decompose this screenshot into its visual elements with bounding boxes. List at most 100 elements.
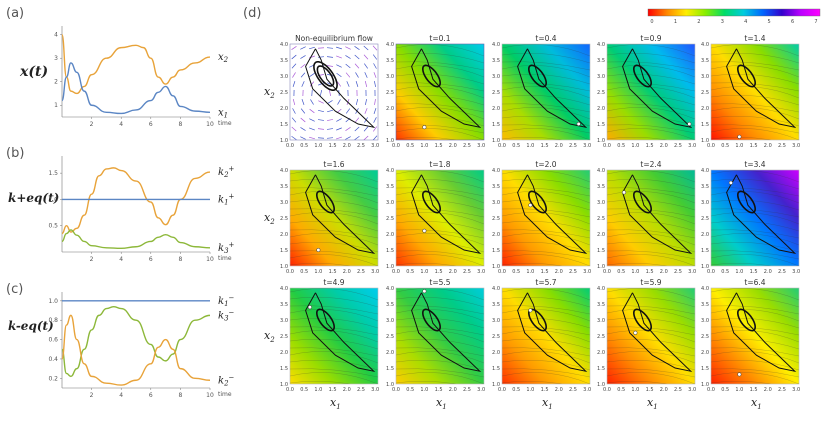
minimum-marker bbox=[737, 134, 742, 139]
trajectory bbox=[622, 48, 693, 129]
trajectory bbox=[517, 292, 588, 373]
y-tick-label: 1.5 bbox=[48, 170, 58, 177]
x-tick-label: 0.0 bbox=[498, 269, 506, 275]
flow-arrow bbox=[309, 46, 315, 50]
flow-arrow bbox=[354, 45, 360, 51]
y-tick-label: 4 bbox=[54, 32, 58, 39]
phase-panel-3: t=0.9 0.0 0.5 1.0 1.5 2.0 2.5 3.0 1.0 1.5 2.0 2.5 3.… bbox=[597, 34, 696, 149]
y-tick-label: 1.5 bbox=[386, 122, 394, 128]
x-tick-label: 1.5 bbox=[329, 387, 337, 393]
y-tick-label: 4.0 bbox=[701, 168, 709, 174]
series-label-k3-: k3− bbox=[218, 308, 235, 322]
series-label-x2: x2 bbox=[218, 52, 229, 64]
flow-streaks bbox=[502, 288, 590, 384]
flow-streak bbox=[607, 339, 695, 350]
panel-title: Non-equilibrium flow bbox=[295, 34, 373, 43]
plot-b-ylabel: k+eq(t) bbox=[8, 191, 59, 205]
flow-arrow bbox=[327, 109, 333, 113]
x-tick-label: 2.0 bbox=[343, 387, 351, 393]
y-tick-label: 4.0 bbox=[280, 286, 288, 292]
flow-arrow bbox=[291, 63, 297, 69]
flow-streak bbox=[607, 44, 695, 57]
flow-streak bbox=[502, 221, 590, 232]
y-tick-label: 2.5 bbox=[492, 216, 500, 222]
y-tick-label: 3.0 bbox=[597, 200, 605, 206]
flow-streak bbox=[290, 191, 378, 204]
x-tick-label: 0.0 bbox=[286, 143, 294, 149]
x-tick-label: 3.0 bbox=[371, 269, 379, 275]
x-tick-label: 1.5 bbox=[435, 269, 443, 275]
phase-panel-1: t=0.1 0.0 0.5 1.0 1.5 2.0 2.5 3.0 1.0 1.5 2.0 2.5 3.… bbox=[386, 34, 485, 149]
flow-streak bbox=[711, 254, 799, 266]
flow-streaks bbox=[711, 170, 799, 266]
flow-streak bbox=[396, 221, 484, 232]
flow-streak bbox=[502, 187, 590, 197]
y-tick-label: 3.0 bbox=[701, 200, 709, 206]
flow-streak bbox=[607, 200, 695, 211]
flow-streak bbox=[502, 103, 590, 113]
flow-streak bbox=[396, 53, 484, 64]
y-axis-label: x2 bbox=[264, 85, 275, 100]
flow-streak bbox=[502, 339, 590, 350]
flow-arrow bbox=[354, 126, 360, 132]
flow-arrow bbox=[292, 108, 296, 114]
y-tick-label: 2.0 bbox=[701, 350, 709, 356]
y-tick-label: 1.0 bbox=[701, 264, 709, 270]
flow-streak bbox=[711, 351, 799, 364]
flow-arrow bbox=[345, 46, 351, 50]
x-tick-label: 2.5 bbox=[778, 387, 786, 393]
flow-arrow bbox=[336, 81, 342, 87]
x-tick-label: 0.5 bbox=[300, 143, 308, 149]
colorbar-tick: 3 bbox=[721, 19, 724, 25]
x-tick-label: 6 bbox=[149, 256, 153, 263]
flow-streak bbox=[502, 200, 590, 211]
flow-streak bbox=[502, 254, 590, 266]
flow-streak bbox=[396, 368, 484, 378]
flow-streak bbox=[711, 187, 799, 197]
flow-arrow bbox=[310, 99, 314, 105]
flow-arrow bbox=[317, 47, 325, 49]
series-x2 bbox=[61, 34, 211, 95]
flow-streak bbox=[396, 65, 484, 78]
flow-streak bbox=[290, 250, 378, 260]
flow-arrow bbox=[327, 100, 333, 104]
flow-streak bbox=[502, 124, 590, 134]
flow-arrow bbox=[364, 63, 368, 69]
flow-streak bbox=[607, 229, 695, 239]
y-tick-label: 3.5 bbox=[280, 184, 288, 190]
flow-arrow bbox=[291, 126, 297, 132]
x-tick-label: 2.0 bbox=[764, 269, 772, 275]
y-tick-label: 2.5 bbox=[597, 334, 605, 340]
y-tick-label: 3.5 bbox=[597, 302, 605, 308]
limit-cycle bbox=[313, 61, 338, 91]
x-tick-label: 0.0 bbox=[392, 269, 400, 275]
y-tick-label: 3.5 bbox=[492, 302, 500, 308]
flow-streak bbox=[290, 372, 378, 384]
panel-title: t=6.4 bbox=[744, 278, 765, 287]
flow-streak bbox=[607, 187, 695, 197]
flow-streak bbox=[607, 65, 695, 78]
colorbar-tick: 0 bbox=[650, 19, 653, 25]
x-tick-label: 2.0 bbox=[343, 269, 351, 275]
x-tick-label: 2.0 bbox=[449, 269, 457, 275]
y-tick-label: 2.5 bbox=[597, 216, 605, 222]
x-tick-label: 1.0 bbox=[631, 269, 639, 275]
x-tick-label: 1.0 bbox=[420, 143, 428, 149]
x-axis-label: x1 bbox=[751, 396, 762, 411]
series-label-k2+: k2+ bbox=[218, 165, 235, 179]
panel-title: t=2.0 bbox=[535, 160, 556, 169]
flow-arrow bbox=[374, 98, 376, 106]
x-tick-label: 3.0 bbox=[688, 387, 696, 393]
limit-cycle bbox=[527, 190, 548, 214]
x-tick-label: 1.5 bbox=[435, 143, 443, 149]
flow-streak bbox=[711, 179, 799, 190]
flow-streak bbox=[396, 347, 484, 357]
y-tick-label: 4.0 bbox=[701, 42, 709, 48]
panel-label-b: (b) bbox=[6, 146, 24, 161]
flow-streak bbox=[607, 221, 695, 232]
x-axis-label: x1 bbox=[330, 396, 341, 411]
x-tick-label: 10 bbox=[206, 256, 214, 263]
flow-streak bbox=[607, 137, 668, 140]
y-tick-label: 3.0 bbox=[492, 200, 500, 206]
flow-streak bbox=[396, 381, 457, 384]
